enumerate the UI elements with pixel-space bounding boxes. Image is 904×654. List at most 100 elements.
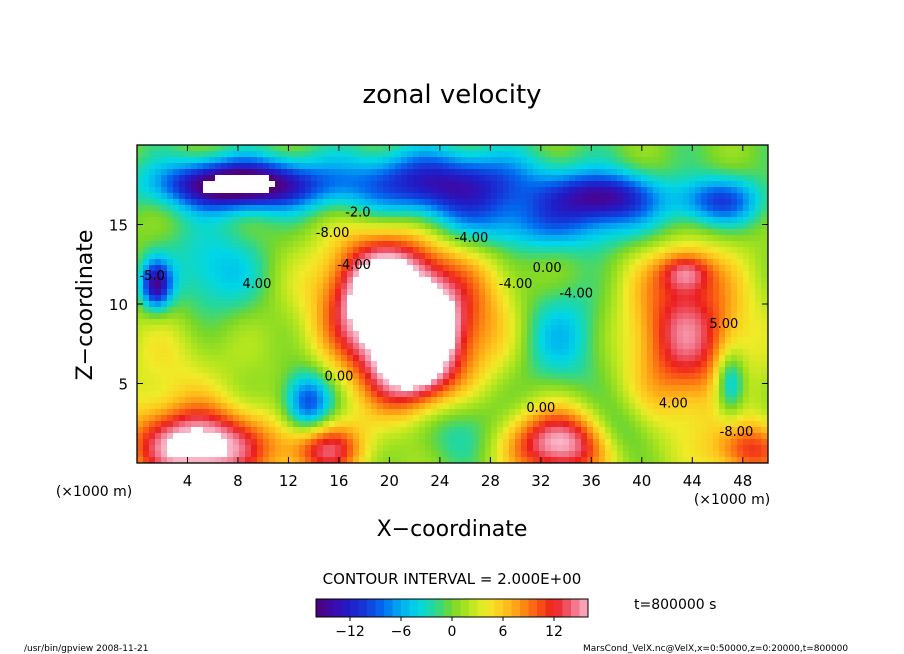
heatmap-cell	[389, 313, 396, 320]
heatmap-cell	[239, 289, 246, 296]
heatmap-cell	[599, 229, 606, 236]
heatmap-cell	[695, 229, 702, 236]
heatmap-cell	[545, 445, 552, 452]
heatmap-cell	[173, 217, 180, 224]
heatmap-cell	[287, 379, 294, 386]
heatmap-cell	[611, 307, 618, 314]
heatmap-cell	[659, 229, 666, 236]
heatmap-cell	[695, 217, 702, 224]
heatmap-cell	[677, 439, 684, 446]
heatmap-cell	[239, 235, 246, 242]
heatmap-cell	[527, 361, 534, 368]
heatmap-cell	[359, 451, 366, 458]
heatmap-cell	[497, 301, 504, 308]
heatmap-cell	[551, 229, 558, 236]
heatmap-cell	[659, 349, 666, 356]
heatmap-cell	[413, 301, 420, 308]
heatmap-cell	[671, 343, 678, 350]
heatmap-cell	[473, 253, 480, 260]
heatmap-cell	[173, 379, 180, 386]
heatmap-cell	[173, 187, 180, 194]
heatmap-cell	[251, 319, 258, 326]
heatmap-cell	[209, 325, 216, 332]
heatmap-cell	[365, 355, 372, 362]
heatmap-cell	[257, 409, 264, 416]
heatmap-cell	[647, 175, 654, 182]
heatmap-cell	[617, 241, 624, 248]
heatmap-cell	[209, 205, 216, 212]
heatmap-cell	[389, 379, 396, 386]
heatmap-cell	[377, 415, 384, 422]
heatmap-cell	[587, 145, 594, 152]
heatmap-cell	[515, 271, 522, 278]
heatmap-cell	[473, 439, 480, 446]
heatmap-cell	[647, 319, 654, 326]
heatmap-cell	[557, 223, 564, 230]
heatmap-cell	[563, 319, 570, 326]
heatmap-cell	[587, 187, 594, 194]
heatmap-cell	[581, 385, 588, 392]
heatmap-cell	[329, 397, 336, 404]
heatmap-cell	[179, 349, 186, 356]
heatmap-cell	[317, 367, 324, 374]
heatmap-cell	[341, 277, 348, 284]
heatmap-cell	[545, 415, 552, 422]
heatmap-cell	[179, 355, 186, 362]
heatmap-cell	[527, 355, 534, 362]
heatmap-cell	[455, 385, 462, 392]
heatmap-cell	[257, 421, 264, 428]
heatmap-cell	[371, 367, 378, 374]
heatmap-cell	[647, 187, 654, 194]
heatmap-cell	[257, 397, 264, 404]
heatmap-cell	[443, 337, 450, 344]
heatmap-cell	[575, 313, 582, 320]
heatmap-cell	[611, 235, 618, 242]
heatmap-cell	[683, 277, 690, 284]
heatmap-cell	[659, 169, 666, 176]
heatmap-cell	[143, 337, 150, 344]
heatmap-cell	[257, 187, 264, 194]
heatmap-cell	[317, 223, 324, 230]
heatmap-cell	[197, 457, 204, 463]
heatmap-cell	[635, 403, 642, 410]
heatmap-cell	[197, 331, 204, 338]
heatmap-cell	[449, 217, 456, 224]
heatmap-cell	[323, 361, 330, 368]
heatmap-cell	[335, 205, 342, 212]
heatmap-cell	[227, 169, 234, 176]
heatmap-cell	[491, 157, 498, 164]
heatmap-cell	[437, 421, 444, 428]
heatmap-cell	[557, 217, 564, 224]
heatmap-cell	[203, 199, 210, 206]
heatmap-cell	[161, 439, 168, 446]
heatmap-cell	[293, 211, 300, 218]
heatmap-cell	[449, 193, 456, 200]
heatmap-cell	[239, 325, 246, 332]
heatmap-cell	[299, 421, 306, 428]
heatmap-cell	[497, 289, 504, 296]
heatmap-cell	[365, 349, 372, 356]
heatmap-cell	[443, 433, 450, 440]
heatmap-cell	[401, 277, 408, 284]
heatmap-cell	[689, 379, 696, 386]
heatmap-cell	[149, 229, 156, 236]
heatmap-cell	[665, 229, 672, 236]
heatmap-cell	[365, 163, 372, 170]
heatmap-cell	[167, 427, 174, 434]
heatmap-cell	[503, 349, 510, 356]
heatmap-cell	[443, 451, 450, 458]
heatmap-cell	[353, 343, 360, 350]
heatmap-cell	[527, 241, 534, 248]
heatmap-cell	[311, 445, 318, 452]
heatmap-cell	[245, 163, 252, 170]
heatmap-cell	[491, 223, 498, 230]
heatmap-cell	[665, 169, 672, 176]
heatmap-cell	[239, 421, 246, 428]
heatmap-cell	[395, 205, 402, 212]
heatmap-cell	[491, 397, 498, 404]
heatmap-cell	[371, 415, 378, 422]
heatmap-cell	[629, 157, 636, 164]
heatmap-cell	[683, 193, 690, 200]
heatmap-cell	[389, 169, 396, 176]
heatmap-cell	[437, 433, 444, 440]
